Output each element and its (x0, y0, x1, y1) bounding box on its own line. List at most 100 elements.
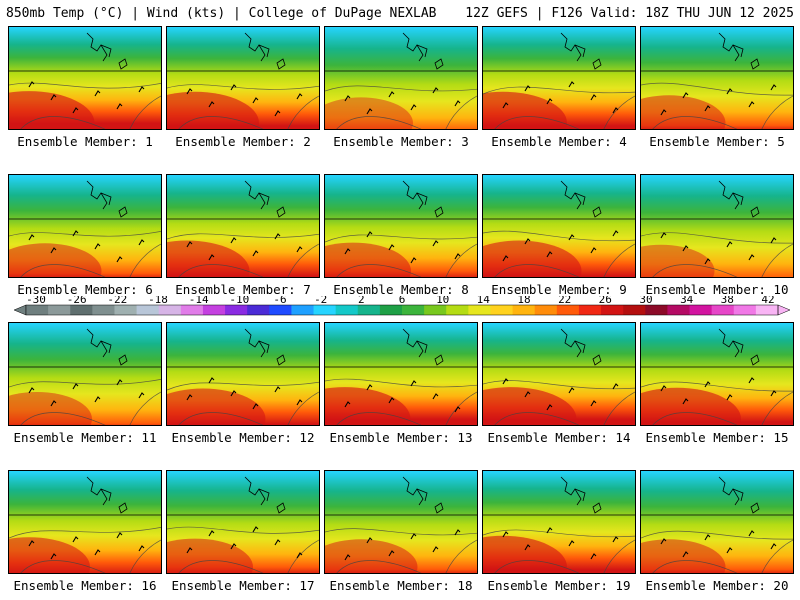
ensemble-member-label: Ensemble Member: 14 (487, 430, 631, 445)
map-title: 850mb Temp (°C) | Wind (kts) | College o… (6, 6, 437, 21)
colorbar-swatch (490, 305, 514, 315)
colorbar-swatch (733, 305, 757, 315)
colorbar-swatch (711, 305, 735, 315)
colorbar-swatch (623, 305, 646, 315)
colorbar-swatch (313, 305, 337, 315)
ensemble-member-map (640, 26, 794, 130)
ensemble-member-map (324, 322, 478, 426)
colorbar-swatch (645, 305, 668, 315)
colorbar-swatch (335, 305, 359, 315)
colorbar-swatch (667, 305, 691, 315)
colorbar-swatch (379, 305, 403, 315)
ensemble-member-label: Ensemble Member: 8 (333, 282, 469, 297)
ensemble-member-map (640, 470, 794, 574)
ensemble-member-map (482, 470, 636, 574)
colorbar-tick-label: 10 (436, 296, 449, 306)
colorbar-swatch (446, 305, 469, 315)
colorbar-tick-label: -18 (148, 296, 168, 306)
colorbar-swatch (114, 305, 138, 315)
model-run-label: 12Z GEFS | F126 Valid: 18Z THU JUN 12 20… (465, 6, 794, 21)
colorbar-swatch (180, 305, 204, 315)
ensemble-member-map (8, 322, 162, 426)
ensemble-member-map (640, 322, 794, 426)
colorbar-swatch (202, 305, 226, 315)
ensemble-member-map (8, 174, 162, 278)
ensemble-member-label: Ensemble Member: 3 (333, 134, 469, 149)
colorbar-tick-label: -22 (107, 296, 127, 306)
colorbar-swatch (269, 305, 292, 315)
colorbar-swatch (225, 305, 248, 315)
ensemble-member-label: Ensemble Member: 18 (329, 578, 473, 593)
ensemble-member-label: Ensemble Member: 9 (491, 282, 627, 297)
ensemble-member-map (482, 174, 636, 278)
ensemble-member-map (166, 26, 320, 130)
colorbar-swatch (158, 305, 182, 315)
colorbar-swatch (136, 305, 160, 315)
colorbar-swatch (556, 305, 580, 315)
warm-air-region (9, 91, 95, 129)
ensemble-member-map (482, 322, 636, 426)
colorbar-tick-label: 18 (517, 296, 530, 306)
colorbar-swatch (247, 305, 270, 315)
ensemble-member-map (166, 470, 320, 574)
warm-air-region (9, 392, 92, 425)
ensemble-member-label: Ensemble Member: 11 (13, 430, 157, 445)
colorbar-tick-label: -6 (273, 296, 286, 306)
ensemble-member-map (324, 470, 478, 574)
warm-air-region (641, 244, 715, 277)
colorbar-tick-label: -2 (314, 296, 327, 306)
colorbar-swatch (578, 305, 602, 315)
colorbar-tick-label: 2 (358, 296, 365, 306)
warm-air-region (483, 387, 577, 425)
ensemble-member-label: Ensemble Member: 12 (171, 430, 315, 445)
ensemble-member-label: Ensemble Member: 5 (649, 134, 785, 149)
ensemble-member-label: Ensemble Member: 17 (171, 578, 315, 593)
colorbar-tick-label: 22 (558, 296, 571, 306)
ensemble-member-map (482, 26, 636, 130)
colorbar-swatch (601, 305, 624, 315)
colorbar-tick-label: 30 (639, 296, 652, 306)
colorbar-tick-label: -30 (26, 296, 46, 306)
colorbar-tick-label: -14 (189, 296, 209, 306)
ensemble-member-map (324, 174, 478, 278)
ensemble-member-label: Ensemble Member: 2 (175, 134, 311, 149)
ensemble-member-map (166, 322, 320, 426)
ensemble-member-map (166, 174, 320, 278)
ensemble-member-label: Ensemble Member: 15 (645, 430, 789, 445)
temperature-colorbar: -30 -26 -22 -18 -14 -10 -6 -2 2 6 10 14 18 22 26 30 34 38… (13, 296, 791, 316)
warm-air-region (9, 537, 90, 573)
colorbar-swatch (26, 305, 49, 315)
warm-air-region (483, 91, 567, 129)
colorbar-swatch (755, 305, 779, 315)
colorbar-swatch (402, 305, 425, 315)
ensemble-member-label: Ensemble Member: 13 (329, 430, 473, 445)
ensemble-member-label: Ensemble Member: 7 (175, 282, 311, 297)
ensemble-member-map (324, 26, 478, 130)
ensemble-member-map (8, 26, 162, 130)
colorbar-swatch (424, 305, 447, 315)
colorbar-swatch (357, 305, 381, 315)
warm-air-region (641, 95, 726, 129)
colorbar-tick-label: 34 (680, 296, 694, 306)
warm-air-region (167, 240, 250, 277)
colorbar-tick-label: 26 (599, 296, 612, 306)
colorbar-tick-label: 14 (477, 296, 491, 306)
colorbar-tick-label: 38 (721, 296, 734, 306)
colorbar-swatch (92, 305, 115, 315)
colorbar-tick-label: -26 (67, 296, 87, 306)
ensemble-member-label: Ensemble Member: 10 (645, 282, 789, 297)
ensemble-member-label: Ensemble Member: 6 (17, 282, 153, 297)
colorbar-swatch (291, 305, 315, 315)
ensemble-member-label: Ensemble Member: 20 (645, 578, 789, 593)
colorbar-tick-label: 6 (399, 296, 406, 306)
colorbar-tick-label: 42 (761, 296, 774, 306)
ensemble-member-map (640, 174, 794, 278)
colorbar-swatch (48, 305, 71, 315)
colorbar-swatch (468, 305, 491, 315)
warm-air-region (325, 387, 411, 425)
colorbar-swatch (70, 305, 93, 315)
ensemble-member-label: Ensemble Member: 19 (487, 578, 631, 593)
colorbar-swatch (534, 305, 558, 315)
colorbar-swatch (689, 305, 713, 315)
warm-air-region (483, 535, 567, 573)
